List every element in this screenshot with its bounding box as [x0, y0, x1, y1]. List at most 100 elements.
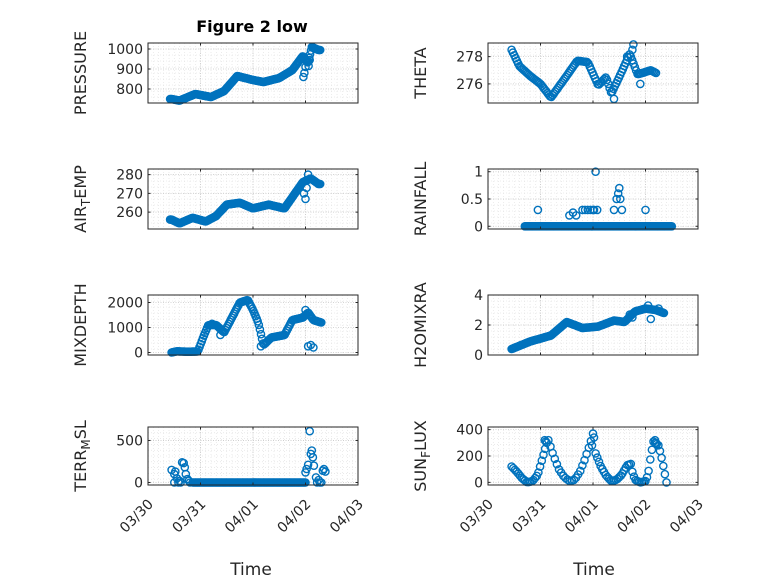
- y-tick-label: 280: [116, 168, 143, 184]
- data-point: [321, 467, 330, 476]
- data-point: [184, 476, 194, 486]
- data-point: [308, 452, 318, 462]
- y-tick-label: 0: [474, 348, 483, 364]
- data-point: [602, 75, 612, 85]
- y-tick-label: 500: [116, 433, 143, 449]
- data-point: [544, 90, 554, 99]
- data-point: [587, 441, 597, 450]
- data-point: [589, 433, 599, 442]
- data-point: [541, 437, 551, 446]
- data-point: [563, 475, 572, 484]
- y-tick-label: 0: [474, 219, 483, 235]
- y-tick-label: 0.5: [461, 192, 483, 208]
- data-point: [302, 183, 311, 193]
- y-tick-label: 1: [474, 165, 483, 181]
- data-point: [299, 72, 308, 82]
- data-point: [651, 438, 661, 448]
- y-tick-label: 276: [456, 77, 483, 93]
- subplot-5: 0 2 4 H2OMIXRA: [411, 282, 699, 368]
- y-tick-label: 0: [474, 475, 483, 491]
- data-point: [628, 45, 637, 55]
- data-point: [312, 478, 322, 487]
- y-axis-label: AIRTEMP: [71, 165, 93, 233]
- y-axis-label: PRESSURE: [71, 31, 90, 115]
- data-point: [616, 194, 625, 204]
- y-axis-label: TERRMSL: [71, 420, 93, 493]
- data-point: [315, 45, 325, 55]
- data-point: [641, 205, 650, 215]
- subplot-6: 0 500 TERRMSL 03/30 03/31 04/01 04/02 04/03: [71, 420, 367, 536]
- subplot-0: 800 900 1000 PRESSURE: [71, 31, 359, 115]
- data-point: [301, 478, 310, 487]
- data-point: [659, 461, 668, 471]
- subplot-2: 260 270 280 AIRTEMP: [71, 165, 359, 233]
- y-tick-label: 0: [134, 475, 143, 491]
- data-point: [305, 426, 315, 436]
- x-tick-label: 04/03: [667, 497, 707, 537]
- data-point: [594, 457, 604, 467]
- subplot-7: 0 200 400 SUNFLUX 03/30 03/31 04/01 04/02 04/03: [411, 420, 707, 536]
- data-point: [535, 462, 545, 471]
- data-point: [301, 305, 310, 315]
- data-point: [591, 449, 600, 458]
- x-tick-label: 04/01: [562, 497, 602, 537]
- data-point: [301, 194, 310, 204]
- data-point: [576, 466, 585, 476]
- data-point: [539, 450, 548, 460]
- data-point: [306, 340, 316, 350]
- data-point: [305, 55, 315, 65]
- data-point: [593, 453, 602, 462]
- data-point: [255, 325, 265, 334]
- data-point: [578, 461, 587, 470]
- x-tick-label: 04/02: [274, 497, 314, 537]
- data-point: [309, 461, 319, 471]
- y-tick-label: 800: [116, 82, 143, 98]
- data-point: [582, 57, 592, 67]
- y-tick-label: 4: [474, 288, 483, 304]
- data-point: [253, 316, 263, 326]
- x-tick-label: 04/01: [222, 497, 262, 537]
- y-axis-label: RAINFALL: [411, 162, 430, 237]
- data-point: [592, 205, 602, 215]
- y-axis-label: THETA: [411, 47, 430, 99]
- data-point: [300, 68, 309, 78]
- data-point: [552, 459, 562, 469]
- data-point: [175, 476, 184, 486]
- data-point: [587, 221, 597, 231]
- data-point: [181, 469, 191, 479]
- data-point: [622, 52, 632, 61]
- data-point: [302, 464, 311, 474]
- x-tick-label: 03/31: [169, 497, 209, 537]
- data-point: [651, 68, 661, 78]
- data-point: [179, 458, 188, 468]
- data-point: [644, 466, 653, 476]
- data-point: [628, 467, 637, 477]
- x-tick-label: 04/03: [327, 497, 367, 537]
- data-point: [569, 475, 579, 485]
- data-point: [662, 478, 671, 487]
- figure-title: Figure 2 low: [196, 17, 308, 36]
- data-points: [507, 40, 661, 104]
- y-tick-label: 260: [116, 205, 143, 221]
- data-point: [589, 205, 599, 215]
- x-tick-label: 04/02: [614, 497, 654, 537]
- data-point: [540, 435, 550, 445]
- data-point: [647, 445, 657, 455]
- y-tick-label: 0: [134, 346, 143, 362]
- data-point: [303, 460, 313, 470]
- data-point: [613, 189, 623, 198]
- y-tick-label: 1000: [107, 321, 143, 337]
- y-tick-label: 900: [116, 62, 143, 78]
- data-point: [534, 468, 543, 477]
- data-point: [617, 205, 627, 215]
- data-point: [660, 469, 670, 479]
- data-point: [591, 167, 600, 176]
- data-points: [507, 301, 669, 354]
- data-points: [507, 429, 671, 487]
- y-tick-label: 270: [116, 186, 143, 202]
- data-point: [309, 343, 318, 352]
- data-point: [654, 304, 663, 313]
- data-point: [646, 314, 656, 324]
- y-axis-label: H2OMIXRA: [411, 282, 430, 368]
